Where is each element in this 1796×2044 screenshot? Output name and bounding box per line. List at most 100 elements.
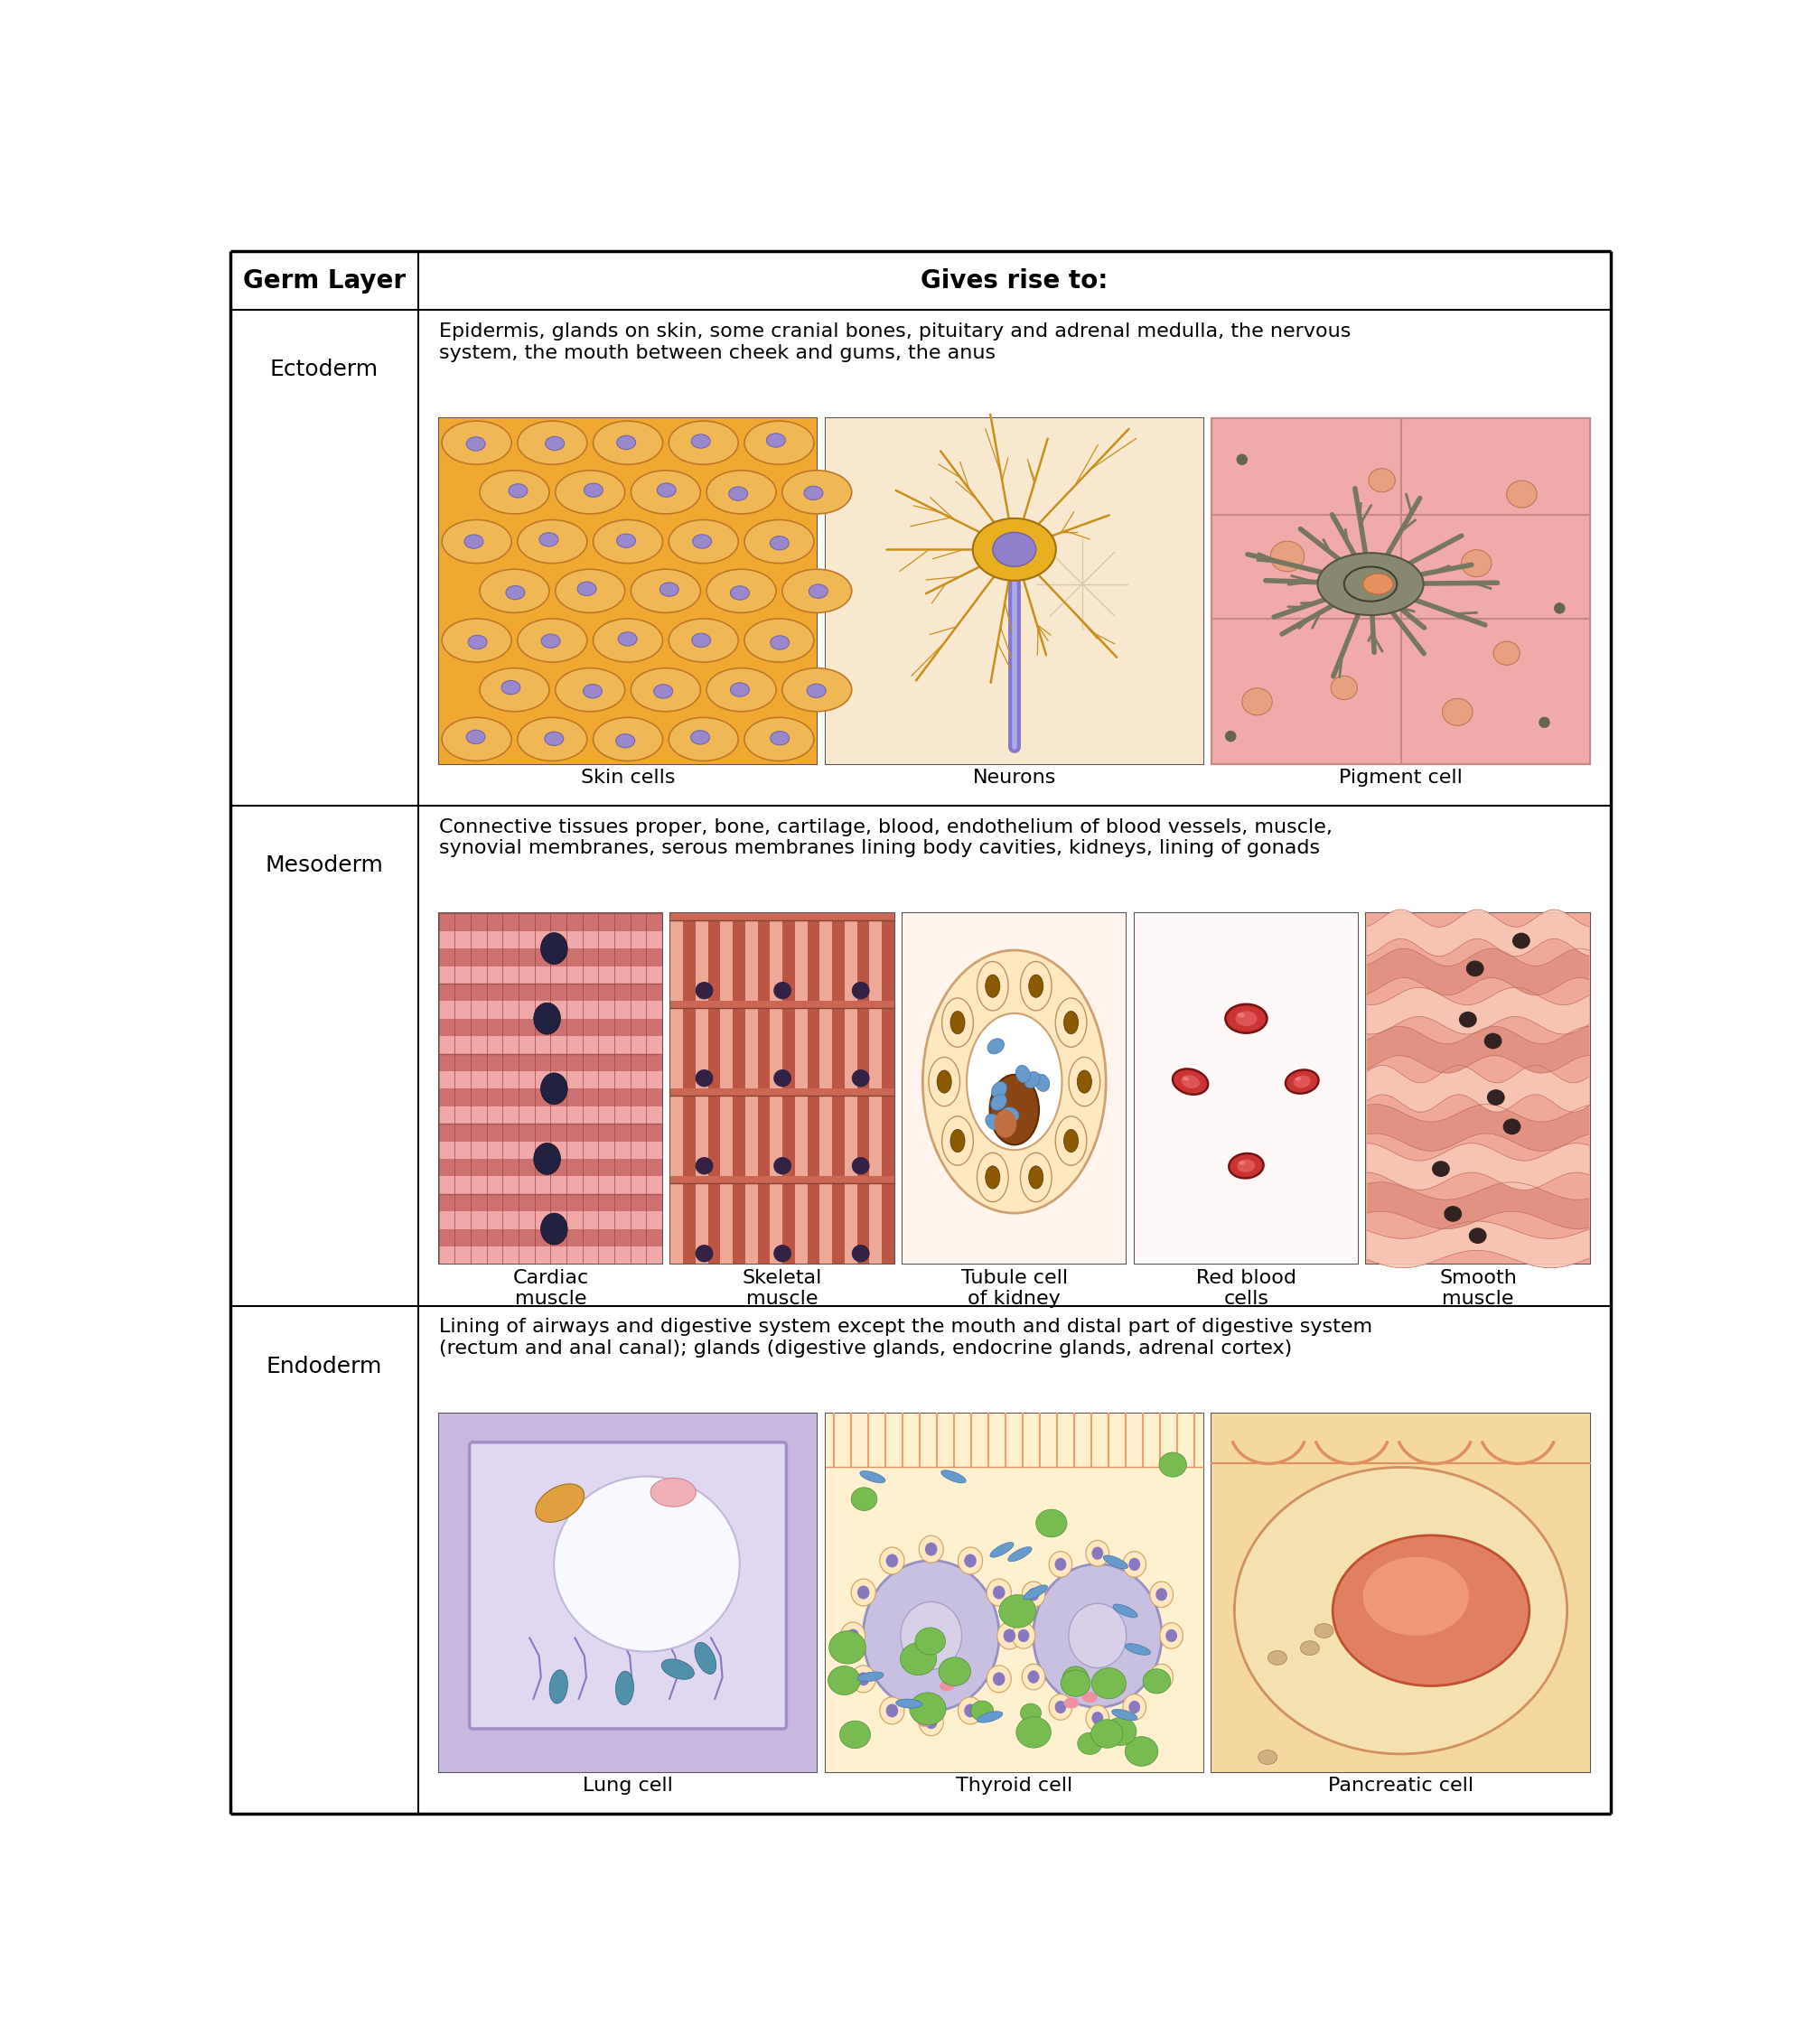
Bar [819,1183,832,1263]
Bar [438,1159,663,1177]
Ellipse shape [1061,1670,1090,1697]
Ellipse shape [939,1680,955,1690]
Bar [808,1096,819,1177]
Ellipse shape [1149,1582,1173,1607]
Bar [857,920,869,1002]
Bar [770,1096,783,1177]
Ellipse shape [830,1631,866,1664]
Ellipse shape [1286,1069,1318,1094]
Ellipse shape [941,997,973,1047]
Ellipse shape [706,470,776,513]
Ellipse shape [593,421,663,464]
Text: Endoderm: Endoderm [266,1355,383,1378]
Ellipse shape [577,583,596,595]
Bar [758,920,770,1002]
Ellipse shape [939,1658,970,1686]
Bar [882,920,894,1002]
Bar [695,1008,708,1089]
Ellipse shape [920,1709,943,1735]
Bar [682,1096,695,1177]
Bar [903,914,1126,1263]
Ellipse shape [1022,1582,1045,1607]
Text: Skin cells: Skin cells [580,769,675,787]
Ellipse shape [744,619,814,662]
Bar [438,1106,663,1124]
Ellipse shape [851,1666,876,1692]
Ellipse shape [1483,1032,1501,1049]
Bar [1212,419,1589,764]
Bar [758,1008,770,1089]
Ellipse shape [1239,1161,1245,1165]
Ellipse shape [1157,1670,1167,1684]
Bar [826,1414,1203,1772]
Bar [844,1183,857,1263]
Bar [796,1183,808,1263]
Text: Gives rise to:: Gives rise to: [921,268,1108,292]
Ellipse shape [1469,1228,1487,1245]
Bar [670,1096,682,1177]
Ellipse shape [480,668,550,711]
Ellipse shape [986,1666,1011,1692]
Ellipse shape [1011,1623,1034,1650]
Ellipse shape [1295,1077,1300,1081]
Ellipse shape [517,519,587,564]
Ellipse shape [995,1110,1017,1139]
Bar [1367,914,1589,1263]
Ellipse shape [593,619,663,662]
Ellipse shape [916,1627,945,1656]
Ellipse shape [900,1602,963,1670]
Bar [857,1008,869,1089]
Ellipse shape [1024,1071,1040,1087]
Text: Neurons: Neurons [973,769,1056,787]
Ellipse shape [993,1672,1006,1686]
Bar [1401,619,1589,764]
Text: Epidermis, glands on skin, some cranial bones, pituitary and adrenal medulla, th: Epidermis, glands on skin, some cranial … [438,323,1351,362]
Bar [869,920,882,1002]
Ellipse shape [781,470,851,513]
Ellipse shape [691,433,709,448]
Ellipse shape [1029,1165,1043,1190]
Bar [832,1096,844,1177]
Ellipse shape [1027,1588,1040,1600]
Bar [745,920,758,1002]
Bar [438,1053,663,1071]
Bar [438,419,817,764]
Ellipse shape [1442,699,1473,726]
Ellipse shape [986,1578,1011,1607]
Ellipse shape [442,619,512,662]
Ellipse shape [744,421,814,464]
Ellipse shape [442,421,512,464]
Ellipse shape [1034,1073,1049,1091]
Ellipse shape [1124,1643,1151,1656]
Ellipse shape [506,587,524,599]
Ellipse shape [1507,480,1537,507]
Ellipse shape [533,1143,560,1175]
Text: Lung cell: Lung cell [582,1776,674,1795]
Bar [438,1089,663,1106]
Ellipse shape [938,1071,952,1094]
Ellipse shape [851,1069,869,1087]
Ellipse shape [1431,1161,1449,1177]
Text: Red blood
cells: Red blood cells [1196,1269,1297,1308]
Ellipse shape [828,1666,860,1694]
Ellipse shape [1270,542,1304,572]
Ellipse shape [1243,689,1272,715]
Ellipse shape [1234,1468,1568,1754]
Bar [844,920,857,1002]
Bar [695,920,708,1002]
Bar [826,1414,1203,1772]
Ellipse shape [1078,1071,1092,1094]
Ellipse shape [1225,730,1236,742]
Ellipse shape [1063,1130,1078,1153]
Ellipse shape [1054,1558,1067,1570]
Bar [1401,515,1589,619]
Ellipse shape [1158,1453,1187,1478]
Bar [438,930,663,948]
Bar [1212,419,1401,515]
Ellipse shape [695,1245,713,1263]
Text: Cardiac
muscle: Cardiac muscle [512,1269,589,1308]
Ellipse shape [972,1701,993,1721]
Ellipse shape [851,1578,876,1607]
Bar [670,920,682,1002]
Ellipse shape [467,730,485,744]
